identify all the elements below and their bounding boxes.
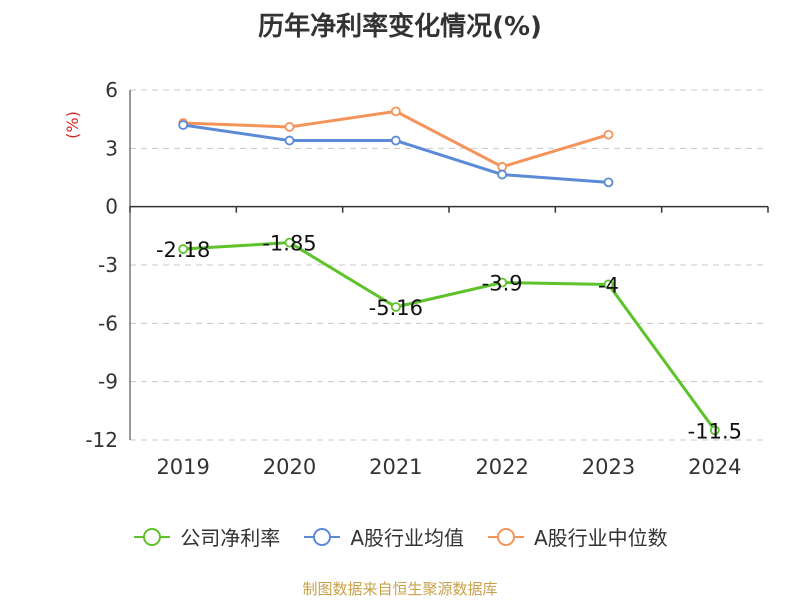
legend-industry-median-marker-icon xyxy=(488,527,524,546)
data-label: -1.85 xyxy=(262,232,316,256)
data-point xyxy=(497,161,508,172)
series-line xyxy=(183,241,717,432)
x-tick-label: 2023 xyxy=(582,455,635,479)
data-point xyxy=(284,237,295,248)
legend-label-industry-mean: A股行业均值 xyxy=(350,526,464,550)
data-point xyxy=(390,106,401,117)
y-tick-label: -9 xyxy=(98,370,118,394)
data-point xyxy=(497,169,508,180)
y-tick-label: 6 xyxy=(105,78,118,102)
data-point xyxy=(603,177,614,188)
data-point xyxy=(390,135,401,146)
chart-title: 历年净利率变化情况(%) xyxy=(258,12,542,42)
legend-item-industry-median[interactable]: A股行业中位数 xyxy=(486,522,668,551)
data-point xyxy=(178,120,189,130)
y-tick-label: -12 xyxy=(85,428,118,452)
y-tick-label: 0 xyxy=(105,195,118,219)
data-label: -5.16 xyxy=(369,296,423,320)
data-point xyxy=(603,279,614,290)
data-point xyxy=(497,277,508,288)
x-tick-label: 2022 xyxy=(475,455,528,479)
source-note: 制图数据来自恒生聚源数据库 xyxy=(302,580,498,598)
data-point xyxy=(284,135,295,146)
y-tick-label: -6 xyxy=(98,311,118,335)
legend-label-company: 公司净利率 xyxy=(180,526,281,550)
data-label: -3.9 xyxy=(482,272,523,296)
x-tick-label: 2020 xyxy=(263,455,316,479)
legend: 公司净利率 A股行业均值 A股行业中位数 xyxy=(0,522,800,551)
y-axis-unit-label: (%) xyxy=(63,111,82,139)
data-label: -4 xyxy=(598,273,619,297)
legend-label-industry-median: A股行业中位数 xyxy=(534,526,668,550)
y-tick-label: 3 xyxy=(105,136,118,160)
legend-item-company[interactable]: 公司净利率 xyxy=(132,522,280,551)
y-tick-label: -3 xyxy=(98,253,118,277)
x-tick-label: 2024 xyxy=(688,455,741,479)
data-point xyxy=(709,425,720,436)
data-point xyxy=(178,244,189,254)
legend-item-industry-mean[interactable]: A股行业均值 xyxy=(302,522,464,551)
legend-industry-mean-marker-icon xyxy=(304,527,341,546)
x-tick-label: 2021 xyxy=(369,455,422,479)
legend-company-marker-icon xyxy=(134,527,171,546)
data-point xyxy=(390,302,401,312)
data-point xyxy=(603,129,614,140)
data-point xyxy=(284,122,295,132)
data-label: -11.5 xyxy=(688,419,742,443)
data-label: -2.18 xyxy=(156,238,210,262)
x-tick-label: 2019 xyxy=(156,455,209,479)
